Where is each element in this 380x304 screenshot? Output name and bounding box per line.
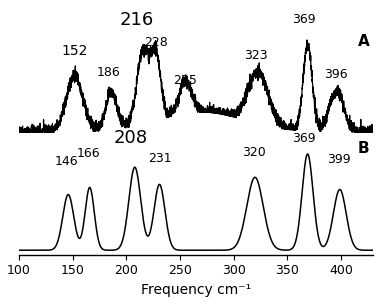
Text: 369: 369 bbox=[293, 132, 316, 144]
Text: 208: 208 bbox=[114, 129, 147, 147]
Text: 152: 152 bbox=[62, 44, 88, 58]
Text: 146: 146 bbox=[54, 155, 78, 168]
Text: 231: 231 bbox=[148, 152, 171, 165]
Text: 216: 216 bbox=[120, 11, 154, 29]
Text: 186: 186 bbox=[97, 66, 121, 78]
Text: 399: 399 bbox=[327, 153, 350, 166]
X-axis label: Frequency cm⁻¹: Frequency cm⁻¹ bbox=[141, 283, 251, 297]
Text: 228: 228 bbox=[144, 36, 168, 49]
Text: A: A bbox=[358, 34, 370, 49]
Text: 166: 166 bbox=[77, 147, 100, 161]
Text: 320: 320 bbox=[242, 146, 266, 159]
Text: B: B bbox=[358, 141, 370, 156]
Text: 369: 369 bbox=[293, 13, 316, 26]
Text: 323: 323 bbox=[244, 49, 268, 61]
Text: 255: 255 bbox=[173, 74, 197, 87]
Text: 396: 396 bbox=[324, 68, 347, 81]
